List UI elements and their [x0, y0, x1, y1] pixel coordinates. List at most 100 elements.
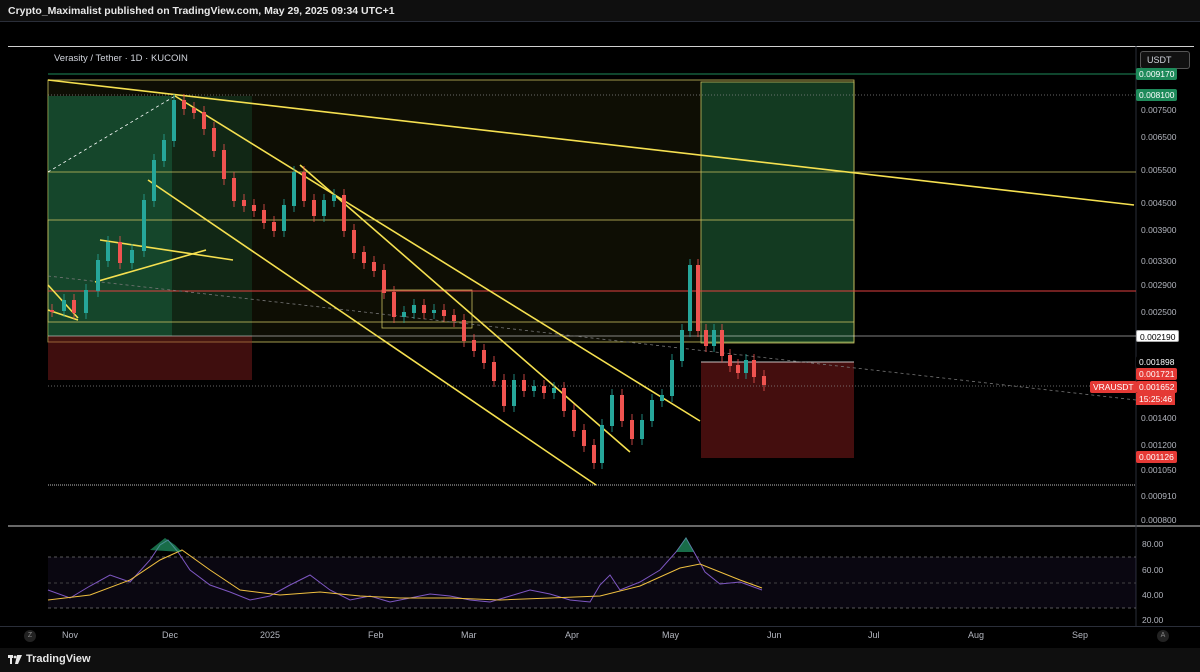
candle-body: [312, 200, 316, 216]
footer-bar: TradingView: [0, 648, 1200, 672]
candle-body: [752, 360, 756, 377]
candle-body: [72, 300, 76, 313]
channel-lower: [147, 179, 597, 486]
candle-body: [640, 420, 644, 439]
wedge-high: [99, 239, 234, 261]
time-label-mar: Mar: [461, 630, 477, 640]
rsi-label-80: 80.00: [1142, 539, 1164, 549]
candle-body: [152, 160, 156, 201]
candle-body: [292, 172, 296, 206]
publisher-bar: Crypto_Maximalist published on TradingVi…: [0, 0, 1200, 22]
candle-body: [342, 195, 346, 231]
left-green-zone: [48, 96, 172, 336]
price-label-0: 0.007500: [1141, 105, 1177, 115]
price-label-10: 0.001050: [1141, 465, 1177, 475]
dashed-trend-up: [47, 95, 176, 173]
candle-body: [182, 100, 186, 109]
long-stop-zone: [701, 362, 854, 458]
rsi-label-60: 60.00: [1142, 565, 1164, 575]
channel-upper-1: [174, 95, 701, 422]
yellow-trendlines: [47, 79, 1135, 486]
candle-body: [712, 330, 716, 346]
price-label-3: 0.004500: [1141, 198, 1177, 208]
footer-brand[interactable]: TradingView: [26, 653, 91, 665]
price-label-4: 0.003900: [1141, 225, 1177, 235]
time-label-jul: Jul: [868, 630, 880, 640]
candle-body: [704, 330, 708, 346]
candle-body: [362, 252, 366, 263]
candle-body: [696, 265, 700, 331]
rsi-ma-line: [47, 549, 763, 601]
candle-body: [610, 395, 614, 426]
candle-body: [84, 290, 88, 313]
candle-body: [302, 172, 306, 201]
auto-scale-right-icon[interactable]: A: [1157, 630, 1169, 642]
candle-body: [762, 376, 766, 385]
time-axis[interactable]: [0, 626, 1200, 648]
rsi-overbought-fill-1: [150, 538, 182, 552]
candle-body: [660, 395, 664, 401]
candle-body: [322, 200, 326, 216]
time-label-nov: Nov: [62, 630, 79, 640]
candle-body: [282, 205, 286, 231]
candle-body: [332, 195, 336, 201]
candle-body: [172, 100, 176, 141]
rsi-label-40: 40.00: [1142, 590, 1164, 600]
candle-body: [106, 242, 110, 261]
publisher-text: Crypto_Maximalist published on TradingVi…: [8, 5, 395, 17]
wedge-low: [94, 249, 207, 283]
candle-body: [118, 242, 122, 263]
candle-body: [192, 108, 196, 113]
rsi-band: [48, 557, 1136, 608]
candle-body: [62, 300, 66, 311]
symbol-title: Verasity / Tether · 1D · KUCOIN: [54, 53, 188, 64]
price-label-8: 0.001400: [1141, 413, 1177, 423]
time-label-dec: Dec: [162, 630, 179, 640]
channel-upper-2: [299, 164, 631, 453]
price-label-stop: 0.001126: [1136, 451, 1177, 463]
price-label-5: 0.003300: [1141, 256, 1177, 266]
price-label-top: 0.009170: [1136, 68, 1178, 80]
auto-scale-left-icon[interactable]: Z: [24, 630, 36, 642]
time-label-aug: Aug: [968, 630, 985, 640]
candle-body: [422, 305, 426, 313]
price-label-entry: 0.002190: [1136, 330, 1180, 342]
candle-body: [222, 150, 226, 179]
candle-body: [232, 178, 236, 201]
candle-body: [242, 200, 246, 206]
candle-body: [262, 210, 266, 223]
candle-body: [680, 330, 684, 361]
mid-range-box: [47, 219, 855, 323]
long-target-zone: [700, 81, 855, 344]
candle-body: [542, 386, 546, 393]
price-label-target: 0.008100: [1136, 89, 1178, 101]
rsi-overbought-fill-2: [676, 537, 694, 552]
candle-body: [392, 292, 396, 317]
candle-body: [502, 380, 506, 406]
time-label-may: May: [662, 630, 680, 640]
candle-body: [462, 320, 466, 341]
candlestick-series: [50, 94, 766, 469]
candle-body: [96, 260, 100, 291]
candle-body: [352, 230, 356, 253]
currency-button[interactable]: USDT: [1140, 51, 1190, 69]
bar-countdown: 15:25:46: [1136, 393, 1176, 405]
upper-range-box: [47, 79, 855, 343]
candle-body: [688, 265, 692, 331]
candle-body: [720, 330, 724, 356]
time-label-2025: 2025: [260, 630, 281, 640]
time-label-feb: Feb: [368, 630, 384, 640]
price-label-6: 0.002900: [1141, 280, 1177, 290]
candle-body: [562, 388, 566, 411]
candle-body: [670, 360, 674, 396]
left-red-zone: [48, 336, 252, 380]
candle-body: [432, 310, 436, 313]
candle-body: [162, 140, 166, 161]
candle-body: [472, 340, 476, 351]
candle-body: [50, 310, 54, 312]
candle-body: [592, 445, 596, 463]
candle-body: [372, 262, 376, 271]
candle-body: [600, 425, 604, 463]
candle-body: [512, 380, 516, 406]
